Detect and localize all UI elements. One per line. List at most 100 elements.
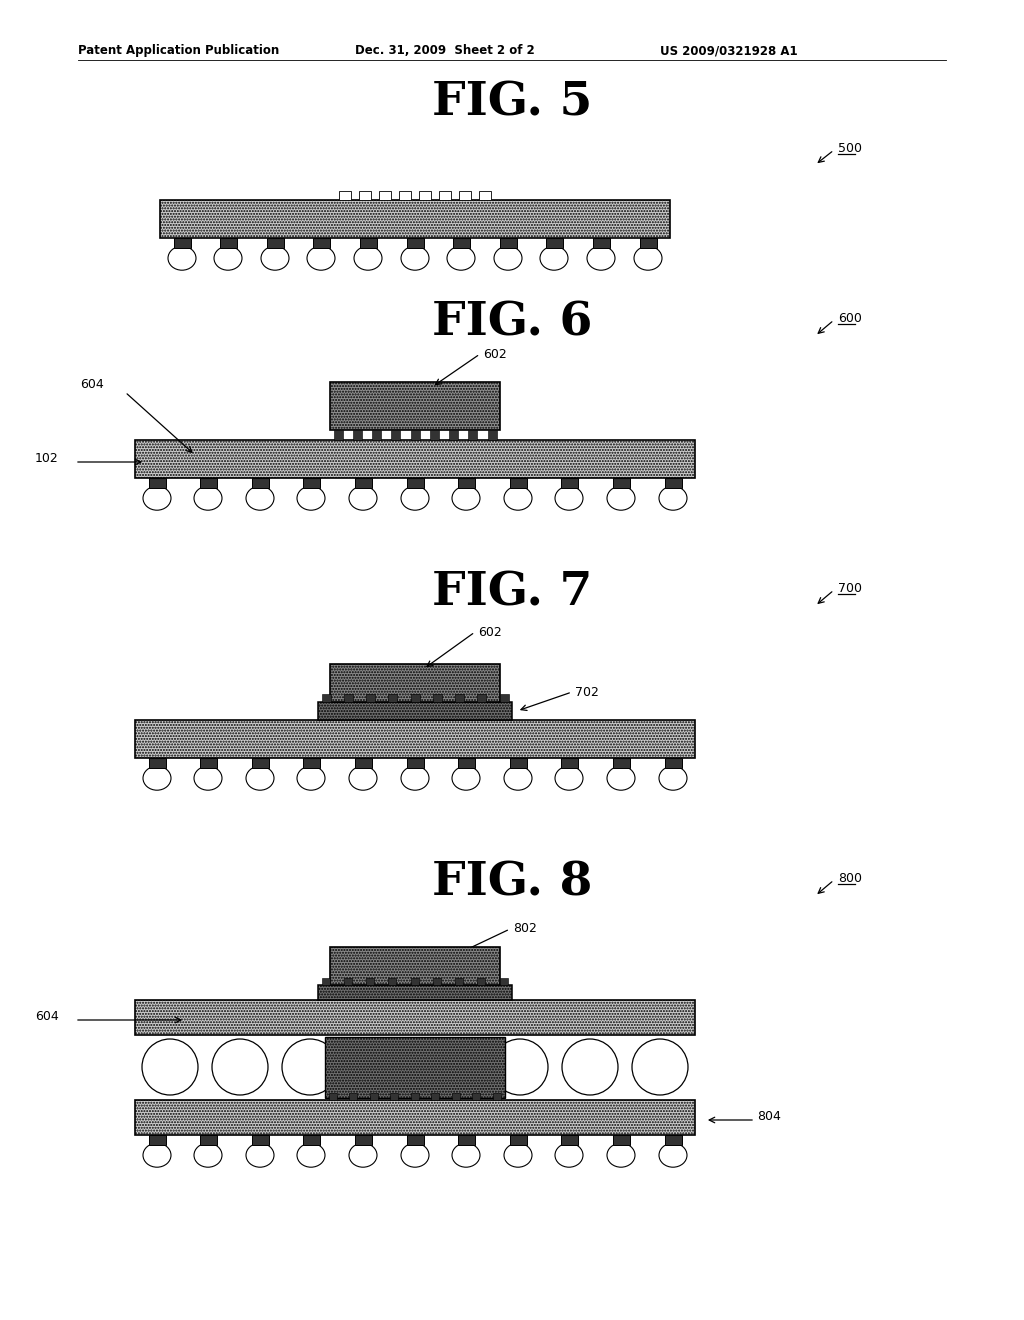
Bar xyxy=(429,430,438,440)
Text: FIG. 7: FIG. 7 xyxy=(432,570,592,616)
Ellipse shape xyxy=(540,247,568,271)
Bar xyxy=(343,694,352,702)
Bar xyxy=(330,664,500,702)
Ellipse shape xyxy=(349,1143,377,1167)
Bar xyxy=(477,978,485,985)
Bar xyxy=(665,478,682,488)
Ellipse shape xyxy=(354,247,382,271)
Bar xyxy=(612,758,630,768)
Bar xyxy=(407,758,424,768)
Ellipse shape xyxy=(246,766,274,791)
Ellipse shape xyxy=(659,486,687,511)
Bar xyxy=(593,238,609,248)
Bar xyxy=(219,238,237,248)
Ellipse shape xyxy=(401,247,429,271)
Bar xyxy=(322,694,331,702)
Text: Dec. 31, 2009  Sheet 2 of 2: Dec. 31, 2009 Sheet 2 of 2 xyxy=(355,44,535,57)
Bar xyxy=(510,478,526,488)
Bar xyxy=(476,694,485,702)
Bar xyxy=(200,758,216,768)
Bar xyxy=(390,1093,398,1100)
Bar xyxy=(318,702,512,719)
Bar xyxy=(510,758,526,768)
Ellipse shape xyxy=(607,1143,635,1167)
Bar xyxy=(472,1093,480,1100)
Bar xyxy=(330,381,500,430)
Bar xyxy=(359,191,371,201)
Ellipse shape xyxy=(659,1143,687,1167)
Bar xyxy=(487,430,497,440)
Bar xyxy=(266,238,284,248)
Bar xyxy=(339,191,351,201)
Bar xyxy=(560,758,578,768)
Bar xyxy=(148,1135,166,1144)
Ellipse shape xyxy=(422,1039,478,1096)
Bar xyxy=(411,978,419,985)
Bar xyxy=(432,694,441,702)
Bar xyxy=(366,978,374,985)
Bar xyxy=(252,1135,268,1144)
Ellipse shape xyxy=(607,766,635,791)
Ellipse shape xyxy=(212,1039,268,1096)
Bar xyxy=(411,430,420,440)
Ellipse shape xyxy=(504,1143,532,1167)
Bar xyxy=(349,1093,357,1100)
Ellipse shape xyxy=(349,486,377,511)
Ellipse shape xyxy=(452,766,480,791)
Bar xyxy=(354,758,372,768)
Ellipse shape xyxy=(143,766,171,791)
Text: 500: 500 xyxy=(838,141,862,154)
Ellipse shape xyxy=(297,1143,325,1167)
Ellipse shape xyxy=(452,1143,480,1167)
Ellipse shape xyxy=(246,486,274,511)
Text: 702: 702 xyxy=(575,685,599,698)
Bar xyxy=(468,430,476,440)
Ellipse shape xyxy=(447,247,475,271)
Bar xyxy=(354,478,372,488)
Ellipse shape xyxy=(282,1039,338,1096)
Ellipse shape xyxy=(143,486,171,511)
Bar xyxy=(665,758,682,768)
Bar xyxy=(640,238,656,248)
Bar xyxy=(135,1001,695,1035)
Text: 802: 802 xyxy=(513,923,537,936)
Bar xyxy=(500,238,516,248)
Bar xyxy=(160,201,670,238)
Bar xyxy=(407,1135,424,1144)
Ellipse shape xyxy=(587,247,615,271)
Bar xyxy=(200,1135,216,1144)
Bar xyxy=(433,978,441,985)
Bar xyxy=(449,430,458,440)
Text: 800: 800 xyxy=(838,871,862,884)
Ellipse shape xyxy=(632,1039,688,1096)
Bar xyxy=(455,978,463,985)
Bar xyxy=(148,758,166,768)
Bar xyxy=(387,694,396,702)
Ellipse shape xyxy=(194,486,222,511)
Ellipse shape xyxy=(142,1039,198,1096)
Bar xyxy=(302,478,319,488)
Text: FIG. 6: FIG. 6 xyxy=(432,300,592,346)
Ellipse shape xyxy=(297,766,325,791)
Bar xyxy=(135,1100,695,1135)
Bar xyxy=(399,191,411,201)
Text: 602: 602 xyxy=(478,626,502,639)
Bar xyxy=(459,191,471,201)
Ellipse shape xyxy=(214,247,242,271)
Bar xyxy=(458,758,474,768)
Ellipse shape xyxy=(492,1039,548,1096)
Text: 804: 804 xyxy=(757,1110,781,1122)
Bar xyxy=(352,430,361,440)
Ellipse shape xyxy=(659,766,687,791)
Text: 602: 602 xyxy=(483,347,507,360)
Text: FIG. 5: FIG. 5 xyxy=(432,81,592,125)
Ellipse shape xyxy=(261,247,289,271)
Bar xyxy=(510,1135,526,1144)
Ellipse shape xyxy=(452,486,480,511)
Text: US 2009/0321928 A1: US 2009/0321928 A1 xyxy=(660,44,798,57)
Bar xyxy=(148,478,166,488)
Bar xyxy=(453,238,469,248)
Bar xyxy=(479,191,490,201)
Ellipse shape xyxy=(246,1143,274,1167)
Ellipse shape xyxy=(401,1143,429,1167)
